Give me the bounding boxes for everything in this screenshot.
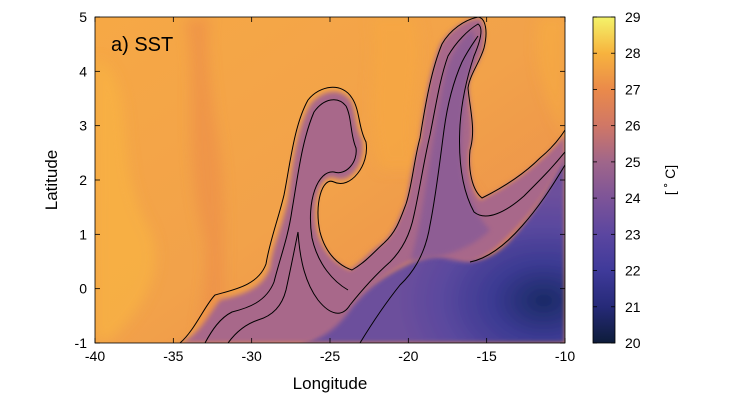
x-tick-label: -15 <box>477 348 497 364</box>
x-tick-label: -25 <box>320 348 340 364</box>
colorbar-tick-label: 25 <box>625 154 641 170</box>
colorbar-label: [ ˚ C] <box>662 165 678 195</box>
colorbar-tick-label: 28 <box>625 45 641 61</box>
contour-25-west-outer <box>179 86 385 343</box>
colorbar-tick-label: 27 <box>625 81 641 97</box>
y-axis-label: Latitude <box>42 150 61 211</box>
y-tick-label: 2 <box>79 172 87 188</box>
colorbar <box>592 16 616 344</box>
sst-field <box>95 17 565 343</box>
x-tick-label: -30 <box>242 348 262 364</box>
x-axis-ticks: -40 -35 -30 -25 -20 -15 -10 <box>85 17 575 364</box>
contour-25-east-outer <box>383 17 565 244</box>
contour-25-east-lower <box>469 164 565 263</box>
colorbar-tick-label: 23 <box>625 226 641 242</box>
y-tick-label: 5 <box>79 9 87 25</box>
y-tick-label: 4 <box>79 63 87 79</box>
x-tick-label: -20 <box>398 348 418 364</box>
y-tick-label: 1 <box>79 226 87 242</box>
colorbar-tick-label: 22 <box>625 263 641 279</box>
contour-25-east-inner <box>349 23 565 306</box>
x-tick-label: -10 <box>555 348 575 364</box>
colorbar-tick-label: 21 <box>625 299 641 315</box>
y-axis-ticks: -1 0 1 2 3 4 5 <box>75 9 565 351</box>
colorbar-tick-label: 29 <box>625 9 641 25</box>
y-tick-label: 0 <box>79 281 87 297</box>
contour-25-east-innermost <box>359 35 479 343</box>
contour-25-center <box>297 231 351 314</box>
contour-25-west-third <box>227 231 299 343</box>
colorbar-tick-label: 24 <box>625 190 641 206</box>
contour-25-west-inner <box>204 99 357 343</box>
panel-label: a) SST <box>111 34 173 56</box>
y-tick-label: -1 <box>75 335 88 351</box>
contour-lines <box>179 17 565 343</box>
x-axis-label: Longitude <box>293 374 368 393</box>
colorbar-tick-label: 26 <box>625 118 641 134</box>
y-tick-label: 3 <box>79 118 87 134</box>
colorbar-ticks: 20 21 22 23 24 25 26 27 28 29 <box>593 9 641 351</box>
x-tick-label: -35 <box>163 348 183 364</box>
x-tick-label: -40 <box>85 348 105 364</box>
colorbar-tick-label: 20 <box>625 335 641 351</box>
